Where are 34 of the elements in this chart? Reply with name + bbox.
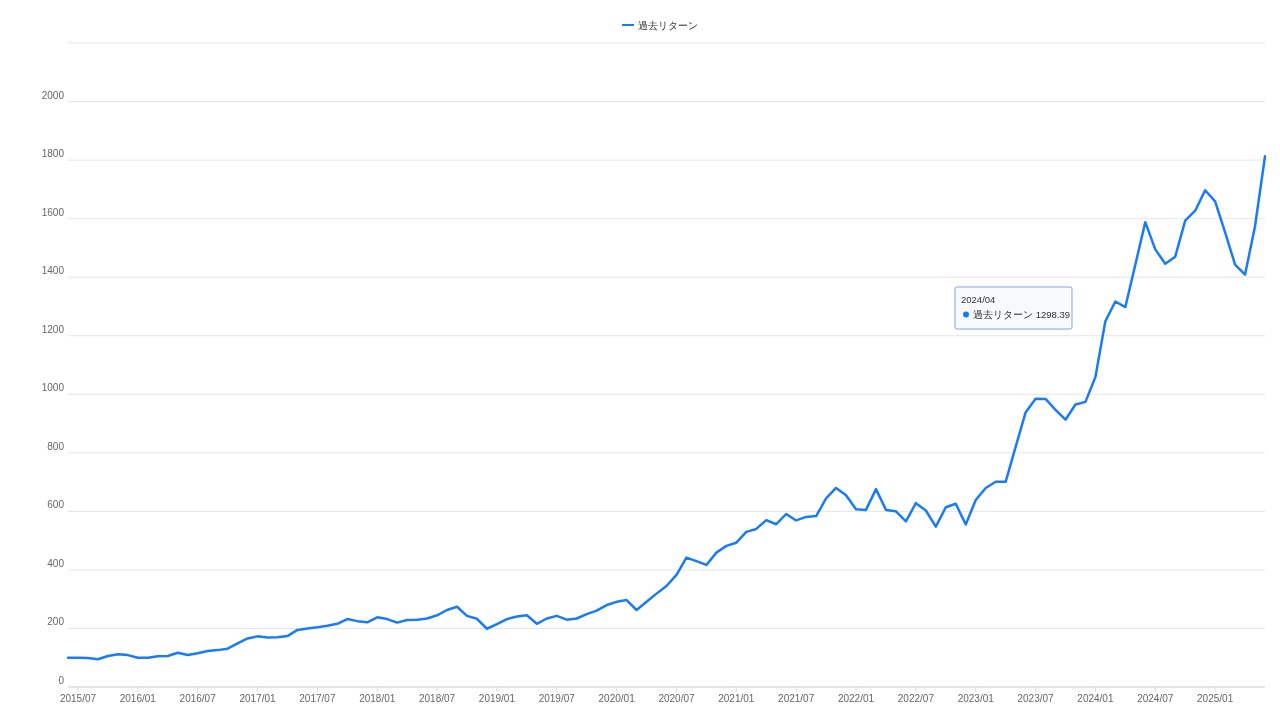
x-tick-label: 2018/01 <box>359 693 396 704</box>
y-tick-label: 200 <box>47 616 65 628</box>
annotation: 2024/04 <box>961 294 996 305</box>
x-tick-label: 2022/07 <box>897 693 935 704</box>
x-tick-label: 2021/07 <box>778 693 815 704</box>
y-tick-label: 1600 <box>41 206 65 218</box>
x-tick-label: 2020/07 <box>658 693 695 704</box>
x-tick-label: 2016/07 <box>179 693 217 704</box>
x-tick-label: 2022/01 <box>837 693 875 704</box>
x-tick-label: 2017/07 <box>299 693 336 704</box>
x-tick-label: 2024/01 <box>1077 693 1114 704</box>
y-tick-label: 600 <box>47 499 65 511</box>
x-tick-label: 2025/01 <box>1197 693 1234 704</box>
x-tick-label: 2016/01 <box>119 693 157 704</box>
x-tick-label: 2019/07 <box>538 693 576 704</box>
y-tick-label: 2000 <box>41 89 65 101</box>
x-tick-label: 2019/01 <box>478 693 516 704</box>
y-tick-label: 1200 <box>41 323 65 335</box>
x-tick-label: 2023/07 <box>1017 693 1055 704</box>
y-tick-label: 1000 <box>41 382 65 394</box>
y-tick-label: 1800 <box>41 148 65 160</box>
x-tick-label: 2024/07 <box>1137 693 1174 704</box>
y-tick-label: 0 <box>58 675 65 686</box>
y-tick-label: 1400 <box>41 265 65 277</box>
y-tick-label: 400 <box>47 557 65 569</box>
x-tick-label: 2015/07 <box>59 693 97 704</box>
y-tick-label: 800 <box>47 440 65 452</box>
x-tick-label: 2023/01 <box>957 693 995 704</box>
annotation: 過去リターン 1298.39 <box>973 309 1070 320</box>
legend-label: 過去リターン <box>638 20 698 31</box>
x-tick-label: 2020/01 <box>598 693 636 704</box>
x-tick-label: 2017/01 <box>239 693 277 704</box>
x-tick-label: 2018/07 <box>419 693 456 704</box>
x-tick-label: 2021/01 <box>718 693 755 704</box>
